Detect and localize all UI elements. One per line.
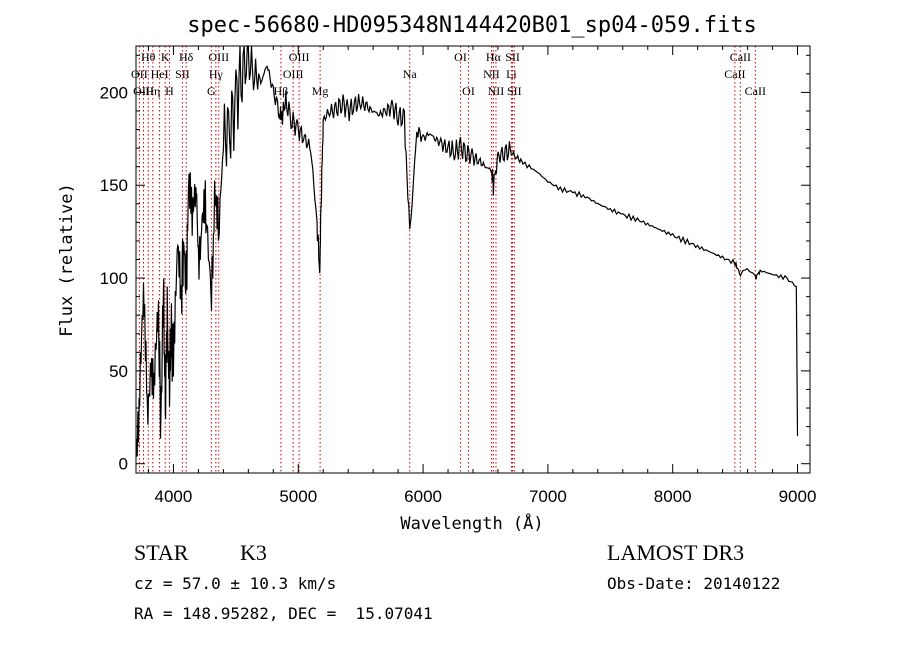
x-tick-label: 9000 <box>779 487 817 506</box>
line-label-2: OIII <box>133 84 154 98</box>
line-label-3: Hη <box>145 84 160 98</box>
line-label-20: NII <box>483 67 500 81</box>
line-label-4: K <box>161 50 170 64</box>
y-tick-label: 0 <box>119 455 128 474</box>
x-axis-label: Wavelength (Å) <box>400 512 543 534</box>
line-label-21: NII <box>488 84 505 98</box>
y-tick-label: 50 <box>109 362 128 381</box>
line-label-0: Hθ <box>141 50 156 64</box>
chart-title: spec-56680-HD095348N144420B01_sp04-059.f… <box>187 13 757 38</box>
line-label-8: SII <box>175 67 190 81</box>
y-tick-label: 150 <box>100 176 128 195</box>
y-axis-label: Flux (relative) <box>57 183 77 337</box>
survey-name: LAMOST DR3 <box>607 540 745 565</box>
x-tick-label: 5000 <box>279 487 317 506</box>
x-tick-label: 4000 <box>155 487 193 506</box>
coordinates: RA = 148.95282, DEC = 15.07041 <box>134 604 433 623</box>
spectrum-line <box>135 45 799 458</box>
line-label-15: Mg <box>312 84 329 98</box>
line-label-22: SII <box>505 50 520 64</box>
line-label-9: OIII <box>208 50 229 64</box>
line-label-23: Li <box>506 67 517 81</box>
line-label-26: CaII <box>724 67 745 81</box>
line-label-13: OIII <box>289 50 310 64</box>
y-tick-label: 100 <box>100 269 128 288</box>
observation-date: Obs-Date: 20140122 <box>607 574 781 593</box>
object-type: STAR <box>134 540 189 565</box>
x-axis-ticks: 4000 5000 6000 7000 8000 9000 <box>147 46 817 506</box>
line-label-7: Hδ <box>179 50 194 64</box>
line-label-17: OI <box>454 50 467 64</box>
line-label-6: H <box>165 84 174 98</box>
line-label-25: CaII <box>730 50 751 64</box>
line-label-10: Hγ <box>209 67 224 81</box>
line-label-11: G <box>207 84 216 98</box>
x-tick-label: 6000 <box>404 487 442 506</box>
line-label-24: SII <box>507 84 522 98</box>
spectral-subclass: K3 <box>240 540 267 565</box>
y-axis-ticks: 0 50 100 150 200 <box>100 54 810 474</box>
x-tick-label: 7000 <box>529 487 567 506</box>
line-label-18: OI <box>462 84 475 98</box>
line-label-16: Na <box>403 67 418 81</box>
line-label-27: CaII <box>745 84 766 98</box>
line-label-14: OIII <box>283 67 304 81</box>
x-tick-label: 8000 <box>654 487 692 506</box>
line-label-12: Hβ <box>274 84 289 98</box>
line-label-5: HeI <box>151 67 169 81</box>
y-tick-label: 200 <box>100 83 128 102</box>
line-label-19: Hα <box>486 50 502 64</box>
redshift-cz: cz = 57.0 ± 10.3 km/s <box>134 574 337 593</box>
